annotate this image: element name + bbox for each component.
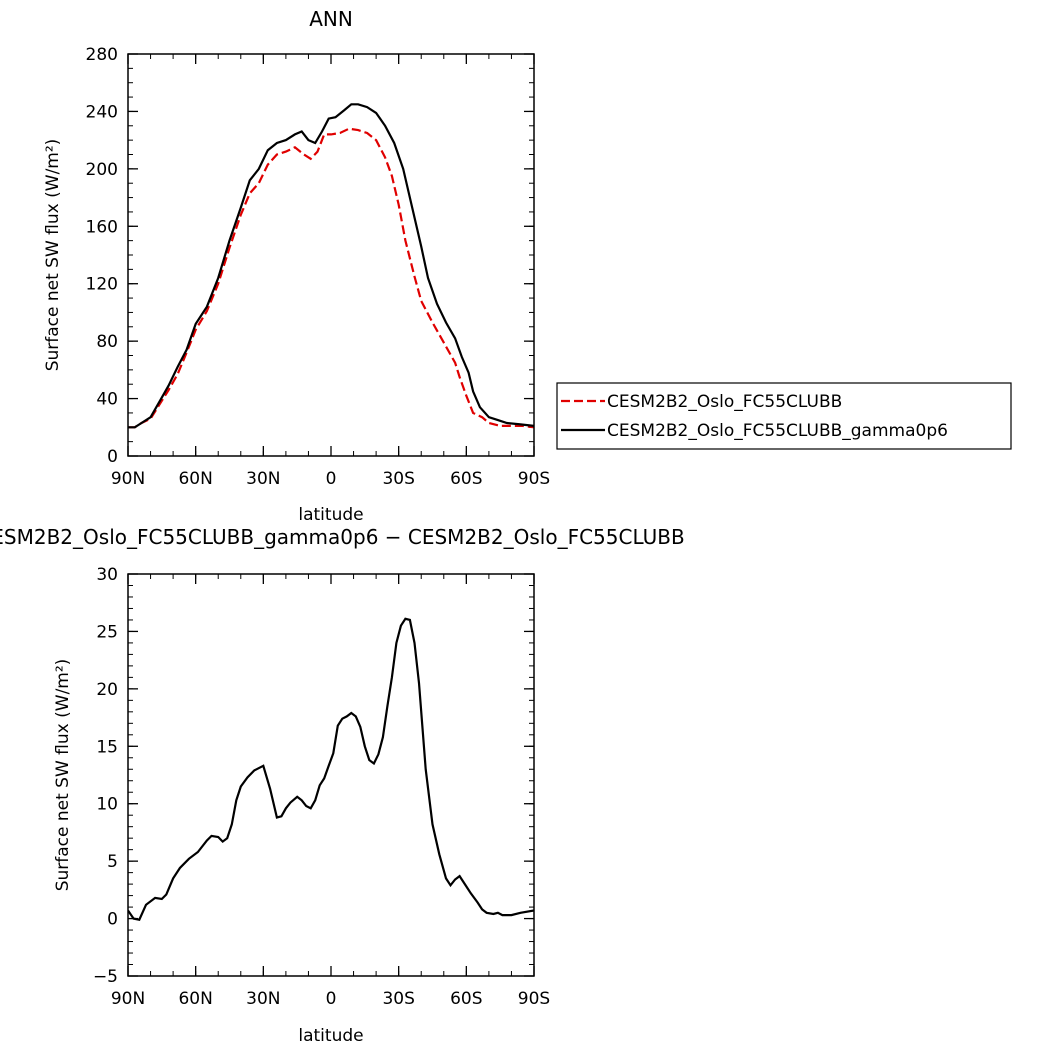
top-y-tick-label: 280 [86, 45, 118, 65]
top-x-tick-label: 90N [111, 469, 145, 489]
bottom-y-tick-label: 20 [96, 680, 118, 700]
bottom-x-tick-label: 30N [246, 989, 280, 1009]
bottom-y-tick-label: 0 [107, 910, 118, 930]
bottom-x-tick-label: 90S [518, 989, 550, 1009]
bottom-x-axis-label: latitude [298, 1026, 363, 1046]
top-plot-frame [127, 53, 535, 457]
top-legend: CESM2B2_Oslo_FC55CLUBB CESM2B2_Oslo_FC55… [556, 382, 1012, 450]
legend-label-gamma0p6: CESM2B2_Oslo_FC55CLUBB_gamma0p6 [607, 421, 948, 441]
top-series-line-clubb [128, 127, 534, 429]
top-x-tick-label: 90S [518, 469, 550, 489]
bottom-y-tick-label: −5 [93, 967, 118, 987]
top-y-tick-label: 240 [86, 102, 118, 122]
top-y-tick-label: 120 [86, 275, 118, 295]
top-y-axis-label: Surface net SW flux (W/m²) [43, 139, 63, 372]
bottom-y-tick-label: 15 [96, 737, 118, 757]
bottom-plot-frame [127, 573, 535, 977]
legend-label-clubb: CESM2B2_Oslo_FC55CLUBB [607, 392, 842, 412]
top-x-tick-label: 60N [178, 469, 212, 489]
top-y-tick-label: 80 [96, 332, 118, 352]
bottom-y-tick-label: 25 [96, 622, 118, 642]
bottom-y-axis-label: Surface net SW flux (W/m²) [53, 659, 73, 892]
top-axis-ticks [127, 53, 535, 457]
legend-box [556, 382, 1012, 450]
bottom-x-tick-label: 60S [450, 989, 482, 1009]
bottom-y-tick-label: 30 [96, 565, 118, 585]
bottom-tick-labels: −5 0 5 10 15 20 25 30 90N 60N 30N 0 30S 60S 90S [93, 565, 550, 1009]
bottom-x-tick-label: 0 [326, 989, 337, 1009]
bottom-x-tick-label: 30S [382, 989, 414, 1009]
top-y-tick-label: 0 [107, 447, 118, 467]
bottom-x-tick-label: 90N [111, 989, 145, 1009]
top-x-axis-label: latitude [298, 505, 363, 525]
top-y-tick-label: 40 [96, 390, 118, 410]
top-y-tick-label: 200 [86, 160, 118, 180]
top-series-line-gamma0p6 [128, 103, 534, 429]
top-x-tick-label: 0 [326, 469, 337, 489]
bottom-x-tick-label: 60N [178, 989, 212, 1009]
top-x-tick-label: 30S [382, 469, 414, 489]
top-x-tick-label: 30N [246, 469, 280, 489]
bottom-chart-title: CESM2B2_Oslo_FC55CLUBB_gamma0p6 − CESM2B… [0, 525, 685, 549]
top-panel: ANN 0 40 80 120 160 200 240 280 90N 60N 30N 0 30S 60S… [43, 7, 1012, 525]
top-x-tick-label: 60S [450, 469, 482, 489]
bottom-y-tick-label: 5 [107, 852, 118, 872]
bottom-difference-line [128, 617, 534, 921]
top-chart-title: ANN [309, 7, 353, 31]
top-tick-labels: 0 40 80 120 160 200 240 280 90N 60N 30N 0 30S 60S 90S [86, 45, 551, 489]
top-y-tick-label: 160 [86, 217, 118, 237]
bottom-y-tick-label: 10 [96, 795, 118, 815]
bottom-axis-ticks [127, 573, 535, 977]
bottom-panel: CESM2B2_Oslo_FC55CLUBB_gamma0p6 − CESM2B… [0, 525, 685, 1046]
